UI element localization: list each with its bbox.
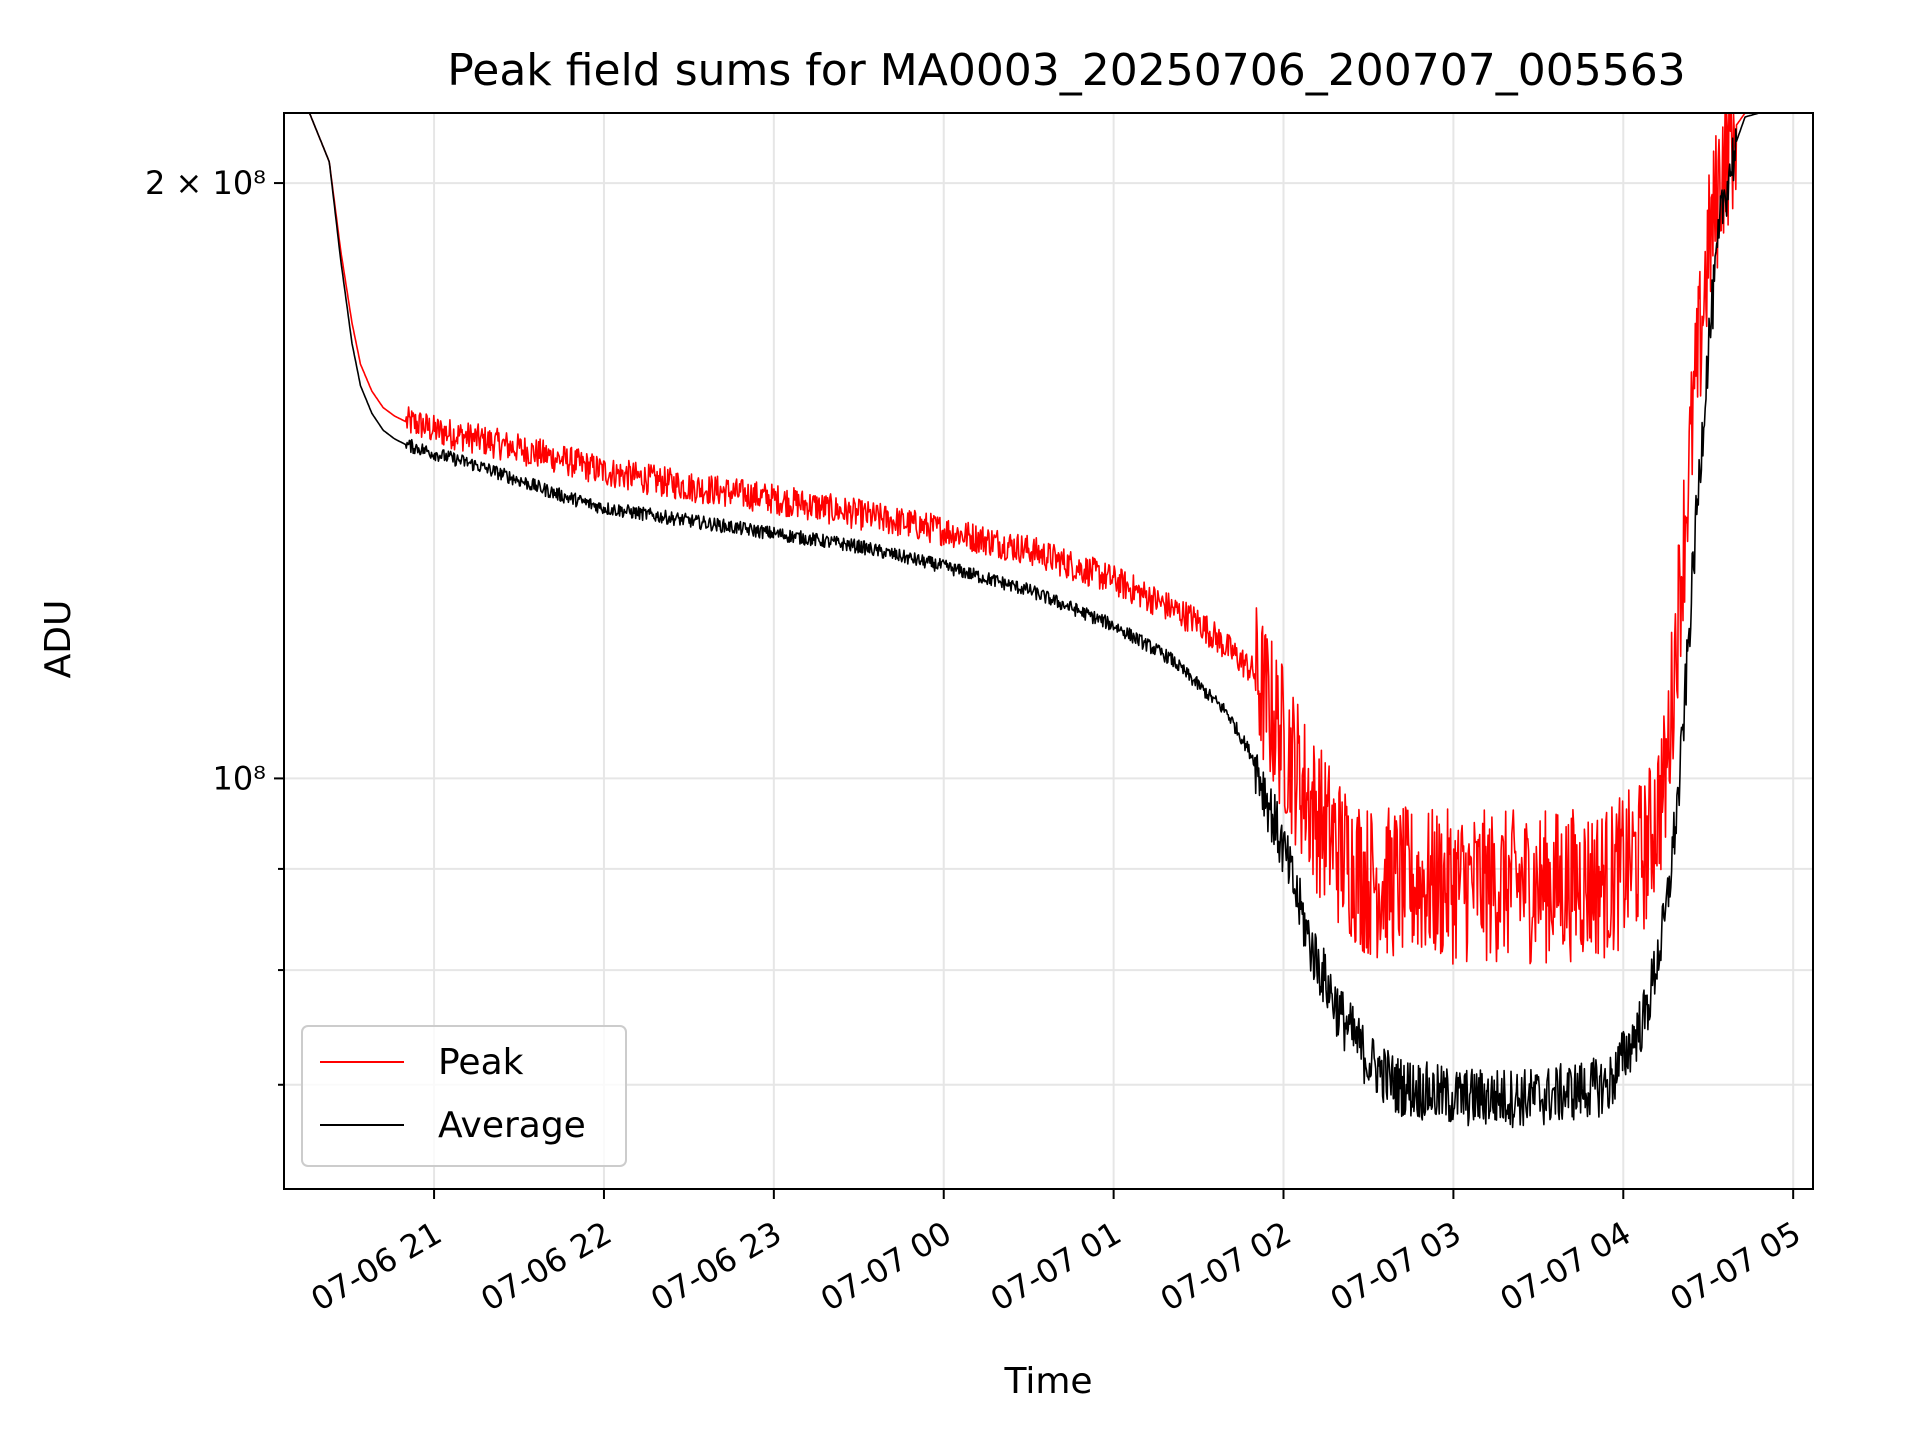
series-line-average <box>283 112 1813 1129</box>
legend: Peak Average <box>301 1025 627 1167</box>
plot-frame <box>283 112 1814 1190</box>
x-tick-label: 07-06 23 <box>644 1214 788 1319</box>
x-tick-label: 07-07 03 <box>1324 1214 1468 1319</box>
legend-label-peak: Peak <box>438 1042 524 1083</box>
y-tick-label: 10⁸ <box>212 759 266 797</box>
x-tick-label: 07-07 01 <box>984 1214 1128 1319</box>
legend-label-average: Average <box>438 1105 586 1146</box>
x-tick-label: 07-07 05 <box>1664 1214 1808 1319</box>
y-axis-label: ADU <box>38 600 79 679</box>
series-line-peak <box>283 112 1813 965</box>
x-tick-label: 07-07 02 <box>1154 1214 1298 1319</box>
x-tick-label: 07-07 04 <box>1494 1214 1638 1319</box>
series-layer <box>283 112 1813 1129</box>
x-tick-label: 07-07 00 <box>814 1214 958 1319</box>
y-tick-label: 2 × 10⁸ <box>145 164 266 202</box>
chart-title: Peak field sums for MA0003_20250706_2007… <box>447 45 1685 96</box>
x-tick-label: 07-06 22 <box>474 1214 618 1319</box>
x-axis-label: Time <box>1003 1361 1092 1402</box>
x-tick-label: 07-06 21 <box>304 1214 448 1319</box>
